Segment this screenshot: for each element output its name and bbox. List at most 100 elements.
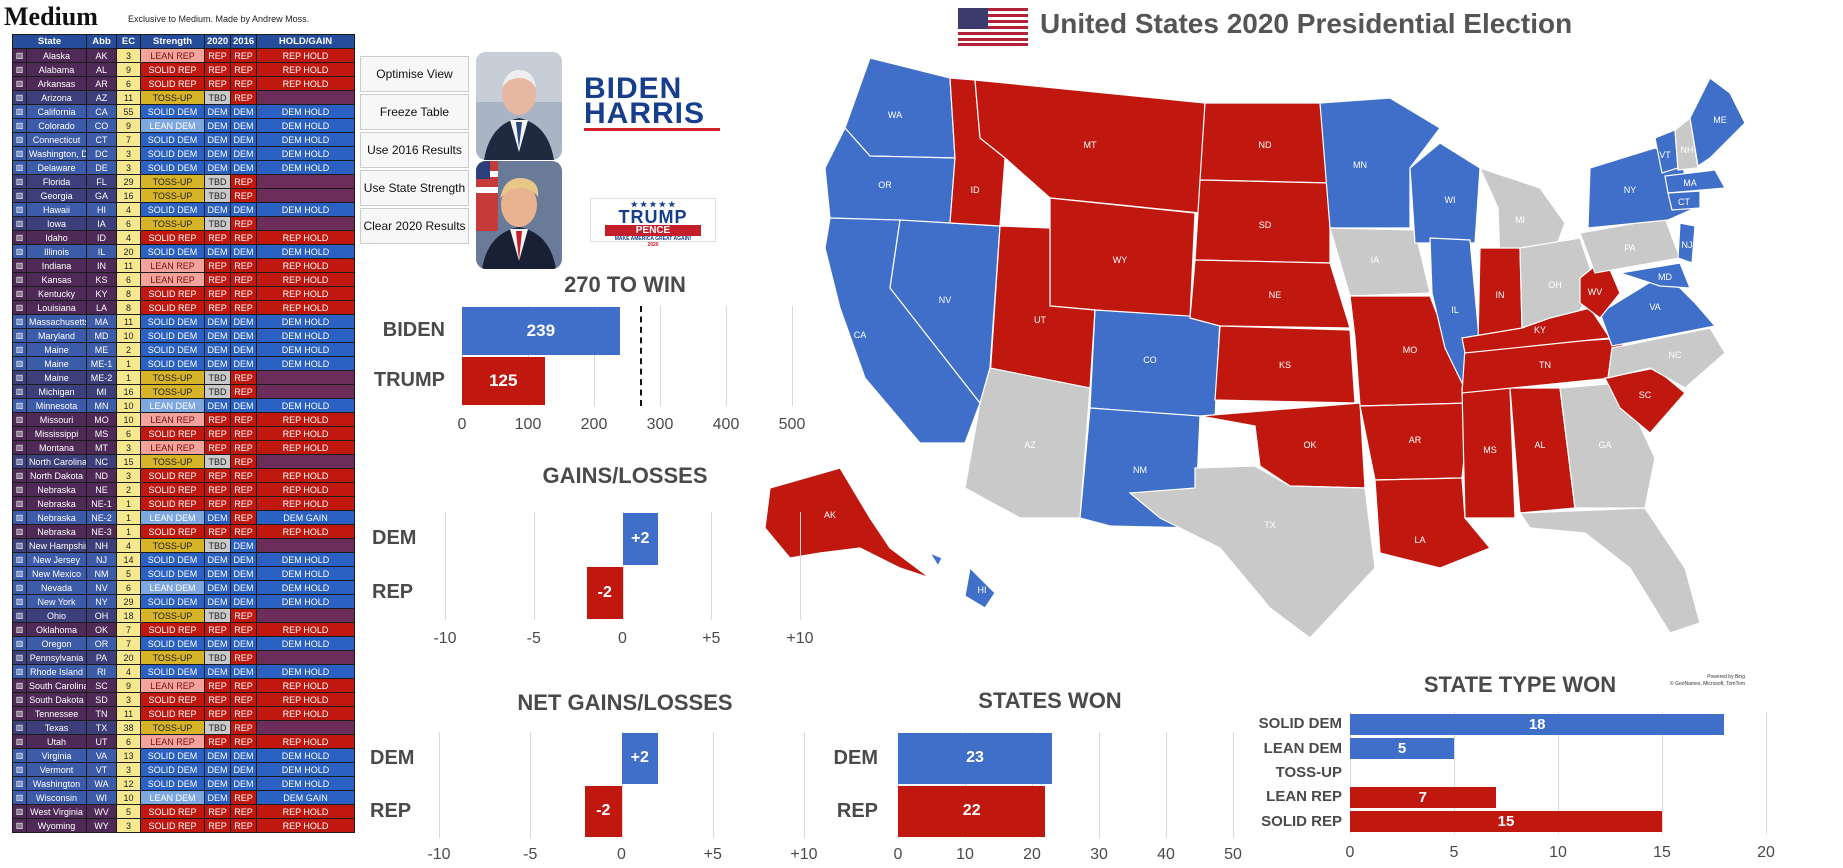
table-row[interactable]: ▥ Massachusetts MA 11 SOLID DEM DEM DEM DEM HOL… <box>12 314 356 329</box>
table-row[interactable]: ▥ Idaho ID 4 SOLID REP REP REP REP HOLD <box>12 230 356 245</box>
cell-abb: IN <box>86 258 118 273</box>
table-row[interactable]: ▥ North Carolina NC 15 TOSS-UP TBD REP <box>12 454 356 469</box>
table-row[interactable]: ▥ Virginia VA 13 SOLID DEM DEM DEM DEM HOLD <box>12 748 356 763</box>
cell-ec: 9 <box>116 118 142 133</box>
row-icon: ▥ <box>12 440 27 455</box>
table-row[interactable]: ▥ Washington WA 12 SOLID DEM DEM DEM DEM HOLD <box>12 776 356 791</box>
table-row[interactable]: ▥ Texas TX 38 TOSS-UP TBD REP <box>12 720 356 735</box>
table-row[interactable]: ▥ Colorado CO 9 LEAN DEM DEM DEM DEM HOLD <box>12 118 356 133</box>
cell-2016: REP <box>230 734 258 749</box>
table-row[interactable]: ▥ South Carolina SC 9 LEAN REP REP REP REP HOLD <box>12 678 356 693</box>
table-row[interactable]: ▥ Arizona AZ 11 TOSS-UP TBD REP <box>12 90 356 105</box>
table-row[interactable]: ▥ Iowa IA 6 TOSS-UP TBD REP <box>12 216 356 231</box>
table-row[interactable]: ▥ Minnesota MN 10 LEAN DEM DEM DEM DEM HOLD <box>12 398 356 413</box>
cell-state: West Virginia <box>25 804 88 819</box>
cell-abb: AR <box>86 76 118 91</box>
table-row[interactable]: ▥ Kentucky KY 8 SOLID REP REP REP REP HOLD <box>12 286 356 301</box>
category-label: LEAN DEM <box>1263 739 1342 757</box>
table-row[interactable]: ▥ Alaska AK 3 LEAN REP REP REP REP HOLD <box>12 48 356 63</box>
us-flag-icon <box>958 8 1028 51</box>
optimise-view-button[interactable]: Optimise View <box>360 56 469 92</box>
table-row[interactable]: ▥ Oregon OR 7 SOLID DEM DEM DEM DEM HOLD <box>12 636 356 651</box>
cell-ec: 10 <box>116 328 142 343</box>
cell-strength: LEAN REP <box>140 412 206 427</box>
freeze-table-button[interactable]: Freeze Table <box>360 94 469 130</box>
table-row[interactable]: ▥ Oklahoma OK 7 SOLID REP REP REP REP HOLD <box>12 622 356 637</box>
table-row[interactable]: ▥ Utah UT 6 LEAN REP REP REP REP HOLD <box>12 734 356 749</box>
table-row[interactable]: ▥ Indiana IN 11 LEAN REP REP REP REP HOLD <box>12 258 356 273</box>
table-row[interactable]: ▥ Maine ME-1 1 SOLID DEM DEM DEM DEM HOLD <box>12 356 356 371</box>
table-row[interactable]: ▥ Nevada NV 6 LEAN DEM DEM DEM DEM HOLD <box>12 580 356 595</box>
table-row[interactable]: ▥ Wisconsin WI 10 LEAN DEM DEM REP DEM GAIN <box>12 790 356 805</box>
table-row[interactable]: ▥ Tennessee TN 11 SOLID REP REP REP REP HOLD <box>12 706 356 721</box>
table-row[interactable]: ▥ West Virginia WV 5 SOLID REP REP REP REP HOLD <box>12 804 356 819</box>
gridline <box>462 306 463 406</box>
cell-abb: MO <box>86 412 118 427</box>
cell-ec: 4 <box>116 230 142 245</box>
tick-label: 5 <box>1449 844 1459 861</box>
cell-2016: DEM <box>230 776 258 791</box>
table-row[interactable]: ▥ Nebraska NE-1 1 SOLID REP REP REP REP HOLD <box>12 496 356 511</box>
cell-2016: REP <box>230 90 258 105</box>
cell-abb: NJ <box>86 552 118 567</box>
cell-state: South Carolina <box>25 678 88 693</box>
table-row[interactable]: ▥ South Dakota SD 3 SOLID REP REP REP REP HOLD <box>12 692 356 707</box>
table-row[interactable]: ▥ Louisiana LA 8 SOLID REP REP REP REP HOLD <box>12 300 356 315</box>
cell-state: Louisiana <box>25 300 88 315</box>
table-row[interactable]: ▥ New Jersey NJ 14 SOLID DEM DEM DEM DEM HOLD <box>12 552 356 567</box>
tick-label: -5 <box>523 846 538 863</box>
table-row[interactable]: ▥ Alabama AL 9 SOLID REP REP REP REP HOLD <box>12 62 356 77</box>
table-row[interactable]: ▥ Hawaii HI 4 SOLID DEM DEM DEM DEM HOLD <box>12 202 356 217</box>
table-row[interactable]: ▥ Mississippi MS 6 SOLID REP REP REP REP HOLD <box>12 426 356 441</box>
cell-2016: REP <box>230 286 258 301</box>
table-row[interactable]: ▥ Missouri MO 10 LEAN REP REP REP REP HOLD <box>12 412 356 427</box>
table-row[interactable]: ▥ Florida FL 29 TOSS-UP TBD REP <box>12 174 356 189</box>
cell-state: Minnesota <box>25 398 88 413</box>
row-icon: ▥ <box>12 706 27 721</box>
table-row[interactable]: ▥ Maine ME 2 SOLID DEM DEM DEM DEM HOLD <box>12 342 356 357</box>
table-row[interactable]: ▥ Maryland MD 10 SOLID DEM DEM DEM DEM HOLD <box>12 328 356 343</box>
table-row[interactable]: ▥ California CA 55 SOLID DEM DEM DEM DEM HOLD <box>12 104 356 119</box>
use-state-strength-button[interactable]: Use State Strength <box>360 170 469 206</box>
table-row[interactable]: ▥ Maine ME-2 1 TOSS-UP TBD REP <box>12 370 356 385</box>
table-row[interactable]: ▥ Connecticut CT 7 SOLID DEM DEM DEM DEM HOLD <box>12 132 356 147</box>
gridline <box>1662 712 1663 834</box>
table-row[interactable]: ▥ Nebraska NE-2 1 LEAN DEM DEM REP DEM GAIN <box>12 510 356 525</box>
table-row[interactable]: ▥ Illinois IL 20 SOLID DEM DEM DEM DEM HOLD <box>12 244 356 259</box>
gridline <box>528 306 529 406</box>
table-row[interactable]: ▥ Georgia GA 16 TOSS-UP TBD REP <box>12 188 356 203</box>
table-row[interactable]: ▥ North Dakota ND 3 SOLID REP REP REP REP HOLD <box>12 468 356 483</box>
table-row[interactable]: ▥ Montana MT 3 LEAN REP REP REP REP HOLD <box>12 440 356 455</box>
row-icon: ▥ <box>12 790 27 805</box>
table-row[interactable]: ▥ Michigan MI 16 TOSS-UP TBD REP <box>12 384 356 399</box>
table-row[interactable]: ▥ Nebraska NE-3 1 SOLID REP REP REP REP HOLD <box>12 524 356 539</box>
row-icon: ▥ <box>12 762 27 777</box>
bar: 18 <box>1350 713 1725 735</box>
table-header-row: State Abb EC Strength 2020 2016 HOLD/GAI… <box>11 34 356 49</box>
table-row[interactable]: ▥ Delaware DE 3 SOLID DEM DEM DEM DEM HOLD <box>12 160 356 175</box>
table-row[interactable]: ▥ Wyoming WY 3 SOLID REP REP REP REP HOLD <box>12 818 356 833</box>
cell-ec: 8 <box>116 286 142 301</box>
use-2016-results-button[interactable]: Use 2016 Results <box>360 132 469 168</box>
table-row[interactable]: ▥ Rhode Island RI 4 SOLID DEM DEM DEM DEM HOLD <box>12 664 356 679</box>
us-election-map[interactable]: WA OR CA NV ID MT WY UT AZ CO NM ND SD N… <box>750 48 1750 688</box>
cell-state: Florida <box>25 174 88 189</box>
table-row[interactable]: ▥ Ohio OH 18 TOSS-UP TBD REP <box>12 608 356 623</box>
cell-holdgain: DEM HOLD <box>256 160 356 175</box>
clear-2020-results-button[interactable]: Clear 2020 Results <box>360 208 469 244</box>
table-row[interactable]: ▥ Arkansas AR 6 SOLID REP REP REP REP HOLD <box>12 76 356 91</box>
cell-abb: VT <box>86 762 118 777</box>
cell-strength: SOLID REP <box>140 496 206 511</box>
table-row[interactable]: ▥ New York NY 29 SOLID DEM DEM DEM DEM HOLD <box>12 594 356 609</box>
map-label-ND: ND <box>1259 140 1272 150</box>
table-row[interactable]: ▥ Vermont VT 3 SOLID DEM DEM DEM DEM HOLD <box>12 762 356 777</box>
table-row[interactable]: ▥ Pennsylvania PA 20 TOSS-UP TBD REP <box>12 650 356 665</box>
table-row[interactable]: ▥ New Mexico NM 5 SOLID DEM DEM DEM DEM HOLD <box>12 566 356 581</box>
table-row[interactable]: ▥ Kansas KS 6 LEAN REP REP REP REP HOLD <box>12 272 356 287</box>
table-row[interactable]: ▥ Nebraska NE 2 SOLID REP REP REP REP HOLD <box>12 482 356 497</box>
cell-2020: REP <box>204 692 232 707</box>
cell-holdgain: DEM HOLD <box>256 104 356 119</box>
map-label-TN: TN <box>1539 360 1551 370</box>
